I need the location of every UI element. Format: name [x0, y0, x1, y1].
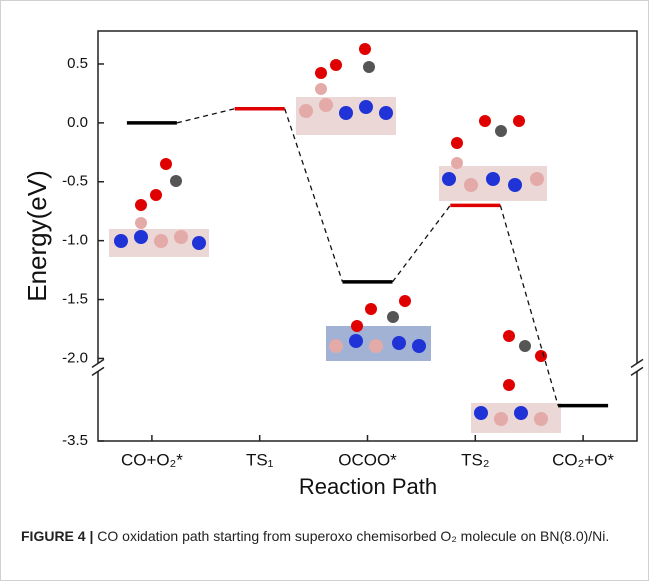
y-tick-label: -0.5	[62, 173, 88, 190]
x-axis-label: Reaction Path	[299, 474, 437, 499]
chart: Energy(eV) Reaction Path 0.5 0.0 -0.5 -1.0 -…	[22, 30, 644, 499]
caption-text: CO oxidation path starting from superoxo…	[97, 528, 610, 544]
connector	[284, 108, 344, 283]
x-tick-label: TS₁	[246, 450, 274, 469]
y-tick-label: -3.5	[62, 432, 88, 449]
y-tick-label: 0.5	[67, 55, 88, 72]
y-axis-label: Energy(eV)	[22, 170, 52, 302]
structure	[109, 43, 561, 433]
y-tick-label: -1.5	[62, 291, 88, 308]
x-tick-label: OCOO*	[338, 450, 397, 469]
y-tick-label: -1.0	[62, 232, 88, 249]
connector	[176, 108, 235, 124]
x-tick-label: TS₂	[461, 450, 489, 469]
axis-break-gap	[633, 363, 641, 372]
axis-break-mark	[91, 358, 105, 368]
axis-break-mark	[630, 366, 644, 376]
connector	[499, 205, 559, 406]
connector	[391, 204, 451, 283]
axis-break-gap	[94, 363, 102, 372]
x-tick-label: CO+O₂*	[121, 450, 183, 469]
caption-label: FIGURE 4 |	[21, 528, 94, 544]
axis-break-mark	[91, 366, 105, 376]
x-tick-label: CO₂+O*	[552, 450, 614, 469]
y-tick-label: 0.0	[67, 114, 88, 131]
axis-break-mark	[630, 358, 644, 368]
y-tick-label: -2.0	[62, 349, 88, 366]
caption: FIGURE 4 | CO oxidation path starting fr…	[21, 526, 621, 547]
